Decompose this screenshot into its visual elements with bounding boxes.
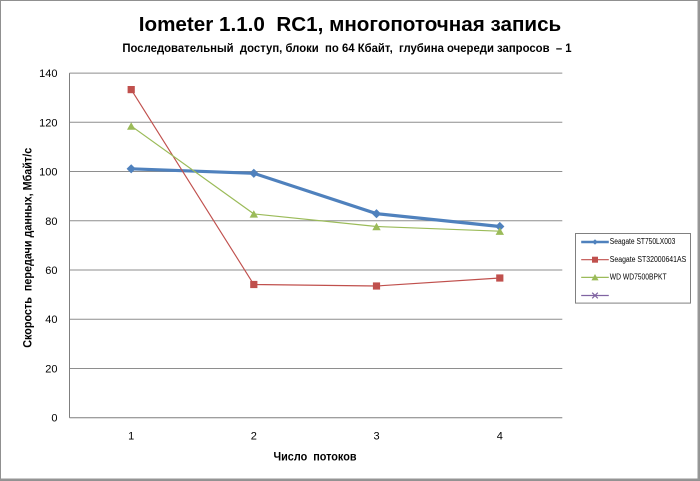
- svg-text:1: 1: [128, 431, 134, 443]
- svg-text:120: 120: [39, 117, 57, 129]
- svg-text:60: 60: [45, 265, 57, 277]
- svg-text:20: 20: [45, 364, 57, 376]
- svg-text:Последовательный доступ, блок: Последовательный доступ, блоки по 64 Кба…: [122, 43, 572, 55]
- svg-text:Seagate ST32000641AS: Seagate ST32000641AS: [610, 255, 686, 264]
- svg-text:0: 0: [51, 413, 57, 425]
- svg-text:Seagate ST750LX003: Seagate ST750LX003: [610, 237, 676, 246]
- svg-text:140: 140: [39, 68, 57, 80]
- svg-text:100: 100: [39, 167, 57, 179]
- svg-text:80: 80: [45, 216, 57, 228]
- svg-text:2: 2: [251, 431, 257, 443]
- svg-text:WD WD7500BPKT: WD WD7500BPKT: [610, 273, 667, 282]
- svg-text:3: 3: [373, 431, 379, 443]
- svg-text:40: 40: [45, 314, 57, 326]
- svg-text:Скорость передачи данных, Мба: Скорость передачи данных, Мбайт/с: [23, 147, 35, 348]
- svg-text:Число потоков: Число потоков: [274, 452, 357, 464]
- svg-text:Iometer 1.1.0 RC1, многопоточ: Iometer 1.1.0 RC1, многопоточная запись: [139, 13, 562, 36]
- svg-text:4: 4: [497, 431, 503, 443]
